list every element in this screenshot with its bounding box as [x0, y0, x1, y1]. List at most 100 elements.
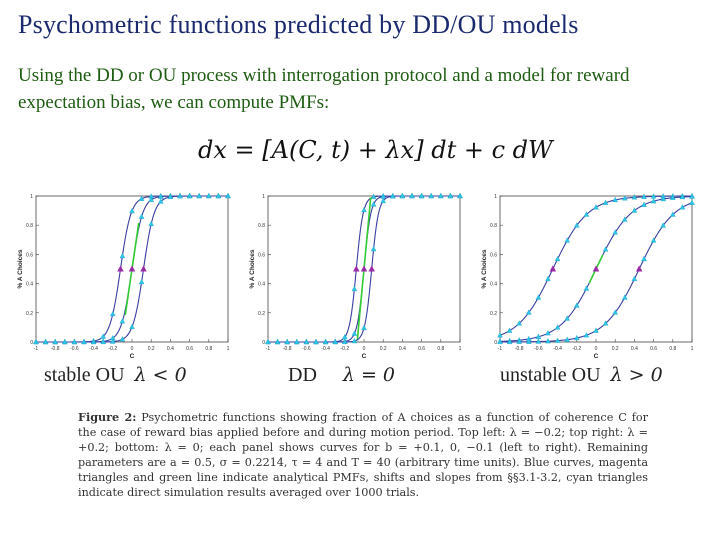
simulation-point [506, 338, 513, 345]
x-tick-label: -0.6 [534, 346, 543, 352]
simulation-point [602, 246, 609, 252]
simulation-point [390, 193, 396, 199]
simulation-point [62, 338, 68, 345]
simulation-point [177, 193, 183, 199]
simulation-point [361, 206, 367, 213]
shift-marker [549, 265, 557, 272]
simulation-point [612, 229, 618, 235]
simulation-point [342, 338, 348, 345]
slide-title: Psychometric functions predicted by DD/O… [18, 10, 579, 39]
y-tick-label: 1 [262, 194, 265, 200]
figure-label: Figure 2: [78, 410, 137, 424]
simulation-point [42, 338, 49, 345]
pmf-chart-stable-ou: 0 0.2 0.4 0.6 0.8 1 -1 -0.8 -0.6 -0.4 -0.2 0 0.2 0.4 0… [17, 192, 231, 360]
y-tick-label: 0.2 [258, 311, 265, 317]
simulation-point [583, 285, 590, 291]
simulation-point [679, 193, 686, 200]
panel-label-text: unstable OU [500, 364, 601, 386]
x-tick-label: -0.8 [51, 346, 60, 352]
simulation-point [129, 207, 135, 214]
simulation-point [303, 338, 310, 345]
x-tick-label: -0.2 [108, 346, 117, 352]
simulation-point [274, 338, 281, 345]
x-tick-label: 0 [131, 346, 134, 352]
simulation-point [554, 337, 561, 343]
x-tick-label: 1 [227, 346, 230, 352]
simulation-point [158, 198, 164, 204]
simulation-point [447, 192, 454, 199]
label-stable-ou: stable OU λ < 0 [44, 364, 187, 387]
x-tick-label: 0.8 [669, 346, 676, 352]
simulation-point [284, 338, 290, 345]
label-unstable-ou: unstable OU λ > 0 [500, 364, 663, 387]
simulation-point [602, 199, 609, 205]
simulation-point [622, 216, 628, 222]
y-axis-label: % A Choices [481, 249, 488, 288]
x-tick-label: -1 [34, 346, 39, 352]
simulation-point [351, 285, 358, 292]
y-tick-label: 0 [30, 340, 33, 346]
simulation-point [564, 315, 570, 321]
simulation-point [225, 192, 231, 199]
simulation-point [33, 338, 39, 345]
x-tick-label: -0.8 [515, 346, 524, 352]
simulation-point [457, 192, 463, 199]
simulation-point [516, 338, 522, 344]
x-axis-label: C [130, 353, 135, 360]
simulation-point [535, 338, 542, 344]
y-tick-label: 0.8 [490, 223, 497, 229]
y-tick-label: 0.6 [258, 252, 265, 258]
simulation-point [138, 213, 145, 219]
simulation-point [574, 222, 580, 228]
panel-stable-ou: 0 0.2 0.4 0.6 0.8 1 -1 -0.8 -0.6 -0.4 -0.2 0 0.2 0.4 0… [14, 190, 234, 360]
simulation-point [196, 192, 202, 199]
x-tick-label: -0.6 [70, 346, 79, 352]
caption-text: Psychometric functions showing fraction … [78, 411, 648, 499]
simulation-point [119, 336, 126, 342]
simulation-point [593, 327, 599, 333]
y-tick-label: 0.6 [490, 252, 497, 258]
shift-marker [635, 265, 643, 272]
shift-marker [117, 265, 124, 272]
shift-marker [360, 265, 368, 272]
simulation-point [689, 199, 695, 205]
simulation-point [148, 196, 154, 202]
simulation-point [506, 327, 513, 333]
x-tick-label: 1 [459, 346, 462, 352]
x-tick-label: 0.2 [612, 346, 619, 352]
simulation-point [583, 211, 590, 217]
x-tick-label: -0.4 [321, 346, 330, 352]
x-axis-label: C [594, 353, 599, 360]
simulation-point [110, 310, 116, 317]
simulation-point [545, 338, 551, 344]
simulation-point [399, 192, 406, 199]
y-tick-label: 0 [494, 340, 497, 346]
simulation-point [564, 237, 570, 243]
simulation-point [554, 255, 561, 262]
panel-unstable-ou: 0 0.2 0.4 0.6 0.8 1 -1 -0.8 -0.6 -0.4 -0.2 0 0.2 0.4 0… [478, 190, 703, 360]
x-tick-label: -0.8 [283, 346, 292, 352]
simulation-point [81, 338, 87, 345]
simulation-point [129, 323, 135, 330]
simulation-point [215, 192, 222, 199]
x-tick-label: 0 [363, 346, 366, 352]
simulation-point [554, 324, 561, 330]
simulation-point [380, 197, 386, 204]
simulation-point [660, 195, 666, 202]
x-tick-label: 0.6 [418, 346, 425, 352]
simulation-point [186, 192, 193, 199]
simulation-point [622, 294, 628, 300]
simulation-point [438, 192, 444, 199]
simulation-point [138, 195, 145, 201]
simulation-point [545, 330, 551, 336]
x-tick-label: -1 [266, 346, 271, 352]
simulation-point [622, 195, 628, 201]
simulation-point [265, 338, 271, 345]
y-axis-label: % A Choices [17, 249, 24, 288]
shift-marker [592, 265, 600, 272]
simulation-point [52, 338, 58, 345]
simulation-point [631, 275, 638, 282]
y-tick-label: 0.8 [26, 223, 33, 229]
simulation-point [670, 194, 676, 200]
simulation-point [428, 192, 434, 199]
